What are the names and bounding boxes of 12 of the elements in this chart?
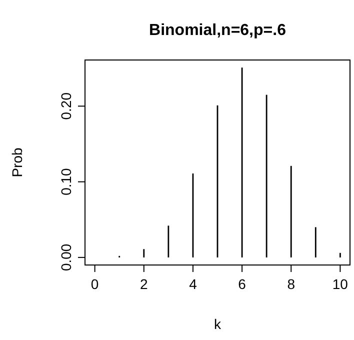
x-tick-label: 4 [189, 276, 198, 292]
y-axis-title: Prob [9, 148, 25, 178]
x-tick-label: 8 [287, 276, 296, 292]
x-tick-label: 6 [238, 276, 246, 292]
x-tick-label: 2 [140, 276, 148, 292]
y-tick-label: 0.00 [58, 244, 74, 272]
x-tick-label: 10 [332, 276, 348, 292]
x-tick-label: 0 [90, 276, 99, 292]
x-axis-title: k [214, 316, 222, 332]
y-tick-label: 0.20 [58, 92, 74, 120]
chart-title: Binomial,n=6,p=.6 [149, 22, 286, 39]
y-tick-label: 0.10 [58, 168, 74, 196]
